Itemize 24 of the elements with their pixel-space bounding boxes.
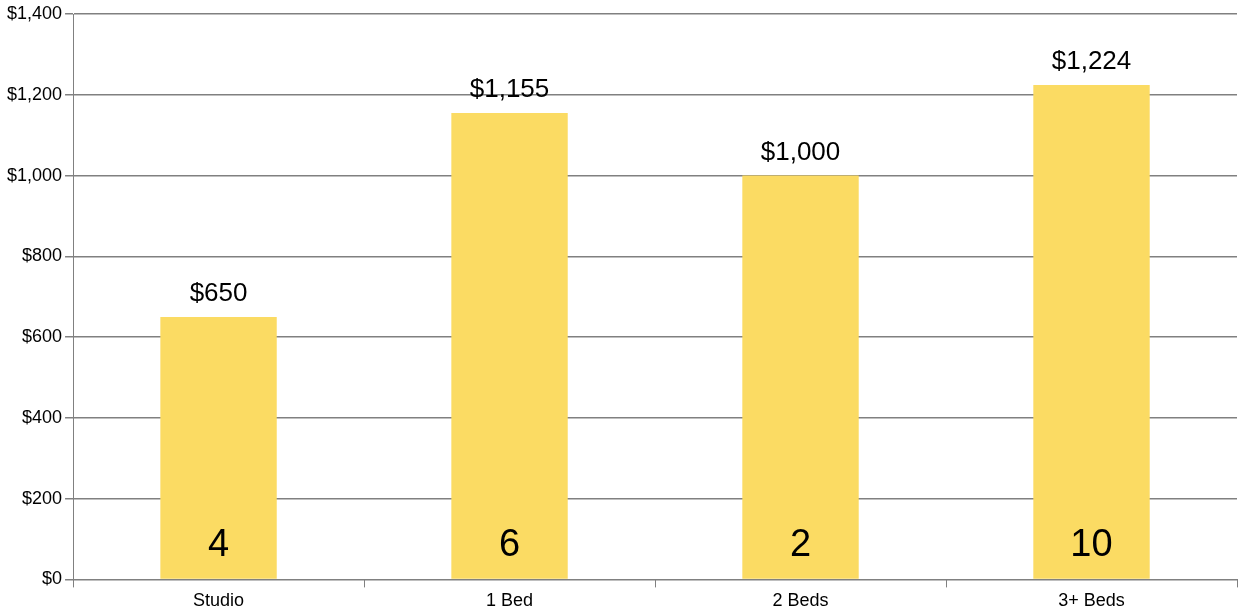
data-label: $1,224 bbox=[1051, 45, 1132, 76]
y-tick-label: $1,400 bbox=[6, 2, 63, 23]
data-label: $1,000 bbox=[760, 135, 841, 166]
y-tick-label: $1,000 bbox=[6, 164, 63, 185]
y-tick-label: $600 bbox=[22, 326, 63, 347]
x-tick-label: 2 Beds bbox=[772, 590, 829, 611]
bar bbox=[451, 112, 568, 579]
y-tick-label: $0 bbox=[42, 568, 63, 589]
annotation: 2 bbox=[789, 521, 812, 564]
bar bbox=[1033, 85, 1150, 579]
annotation: 6 bbox=[498, 521, 521, 564]
data-label: $650 bbox=[189, 277, 248, 308]
x-tick-label: 3+ Beds bbox=[1058, 590, 1125, 611]
x-tick-label: 1 Bed bbox=[486, 590, 534, 611]
annotation: 4 bbox=[207, 521, 230, 564]
y-tick-label: $1,200 bbox=[6, 83, 63, 104]
y-tick-label: $800 bbox=[22, 245, 63, 266]
y-tick-label: $400 bbox=[22, 406, 63, 427]
data-label: $1,155 bbox=[469, 73, 550, 104]
bar bbox=[160, 316, 277, 579]
annotation: 10 bbox=[1070, 521, 1113, 564]
x-tick-label: Studio bbox=[193, 590, 245, 611]
y-tick-label: $200 bbox=[22, 487, 63, 508]
bar bbox=[742, 175, 859, 579]
